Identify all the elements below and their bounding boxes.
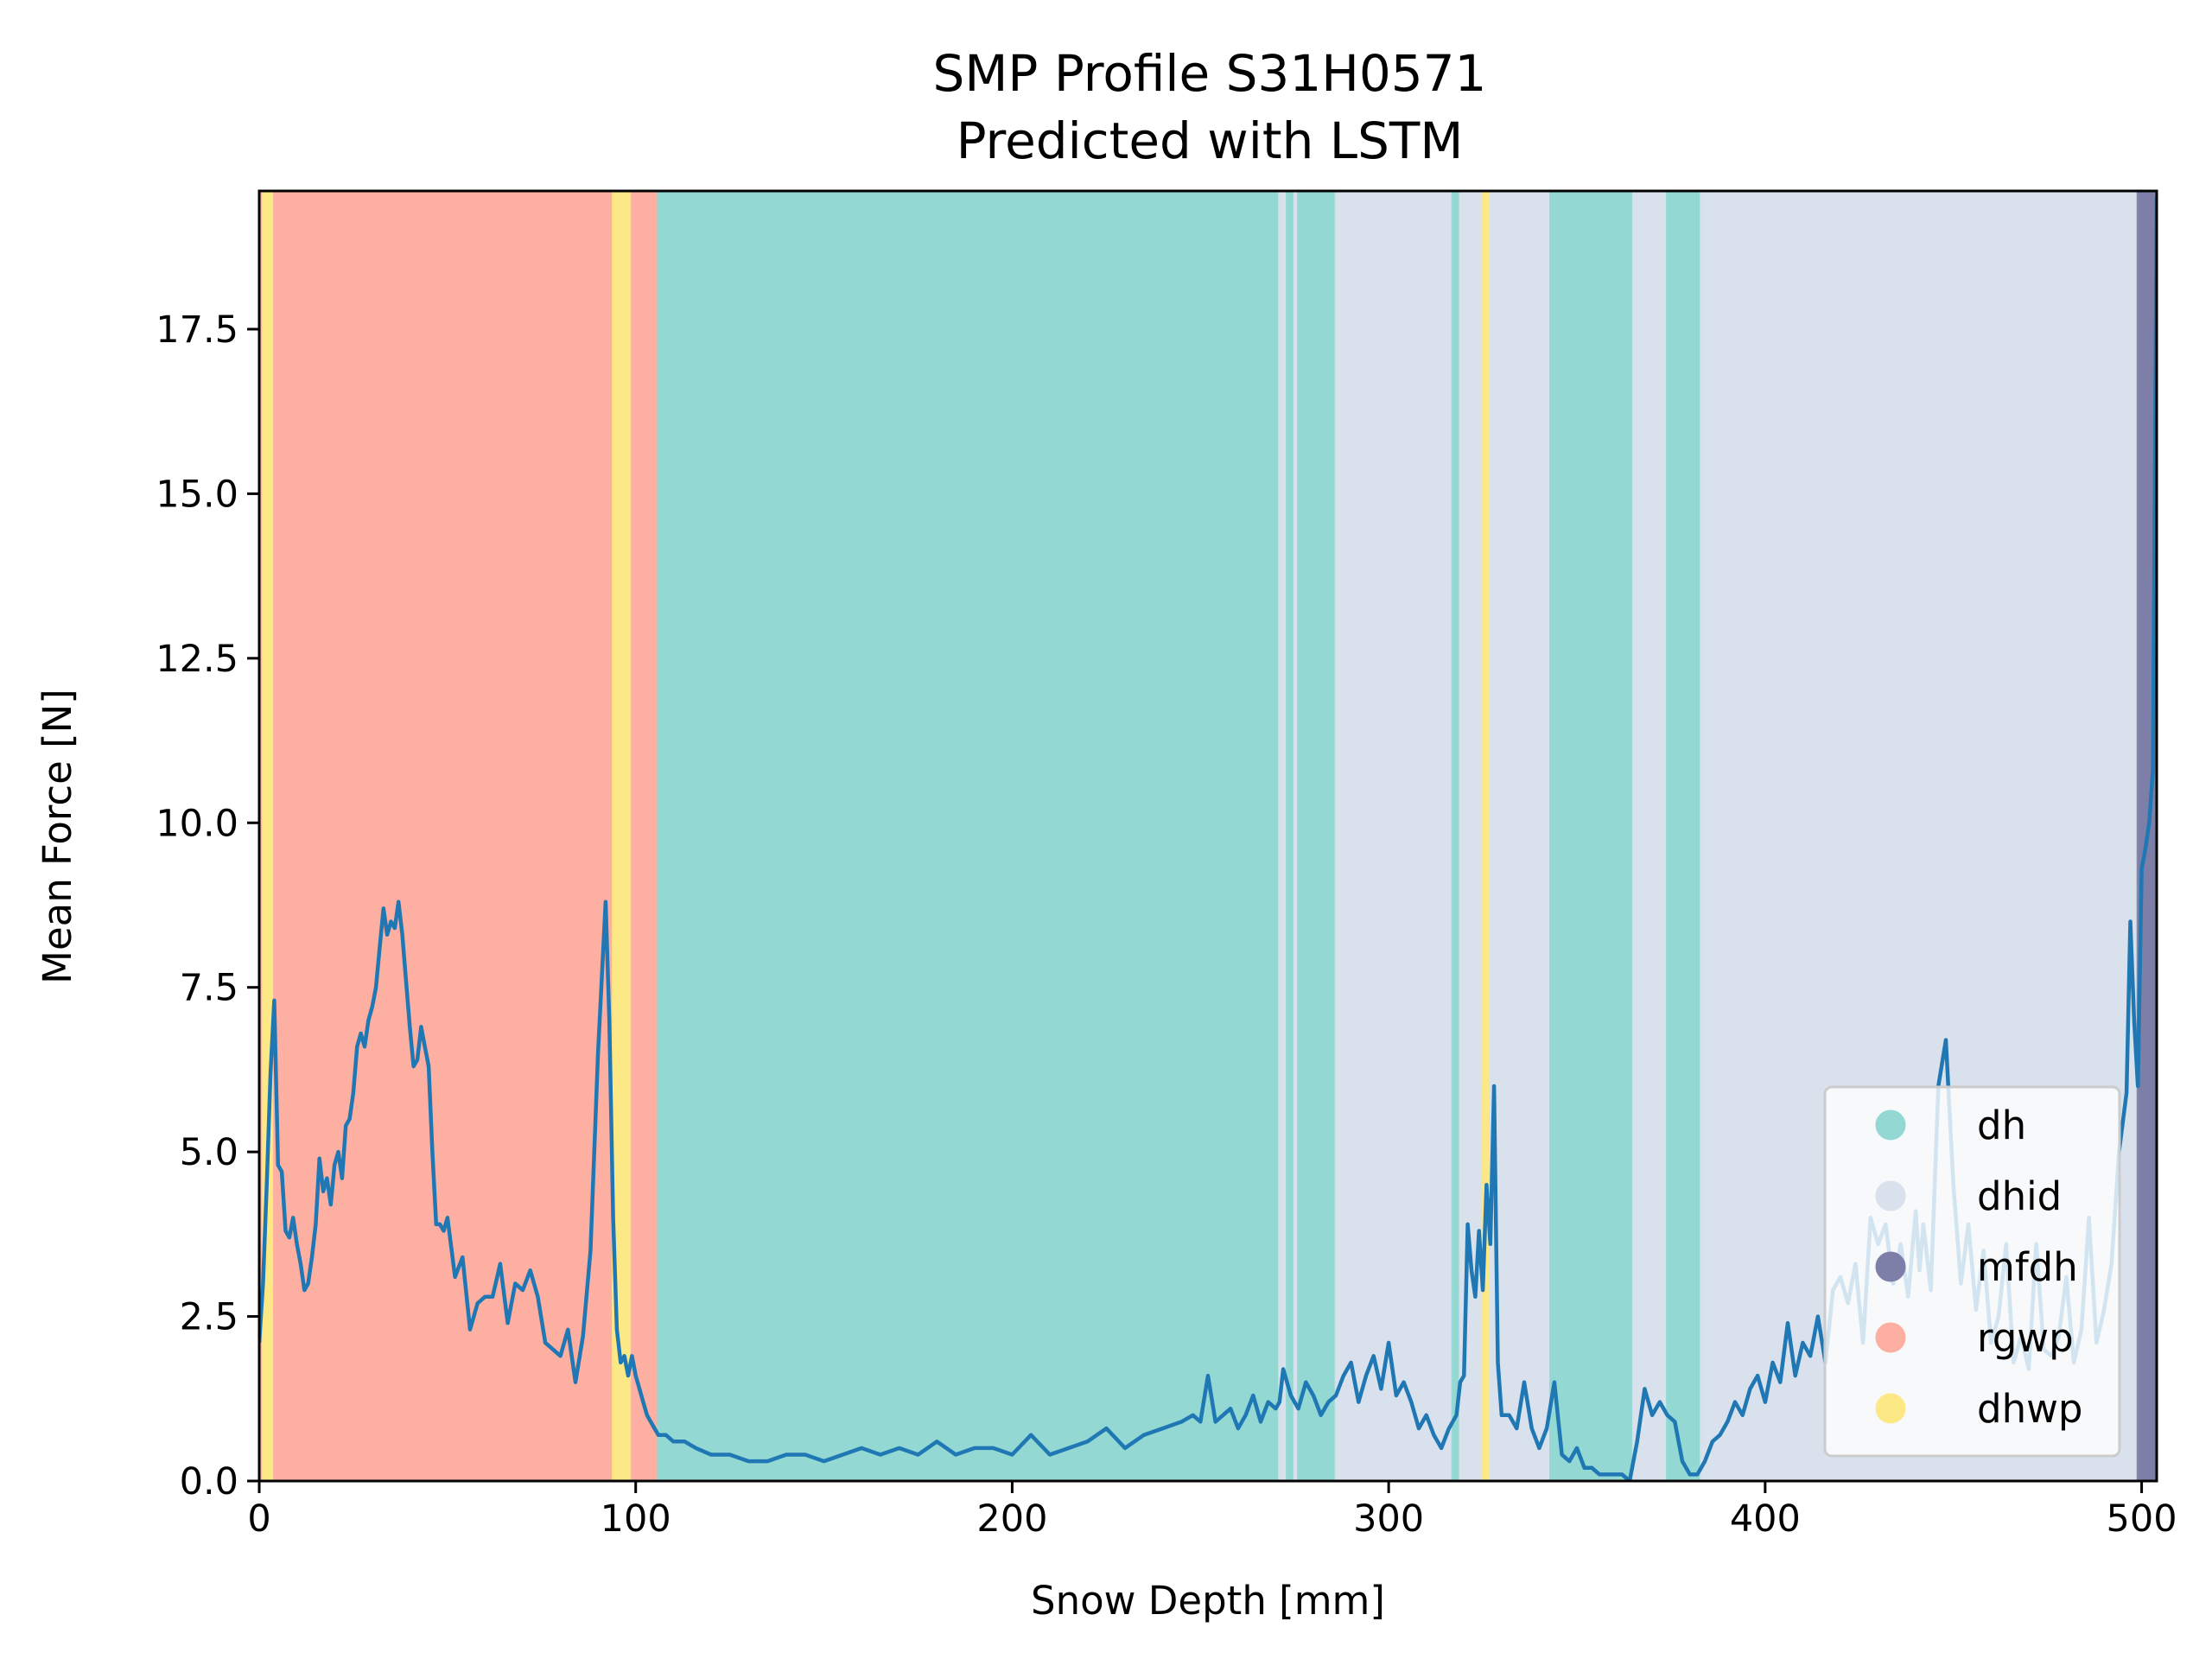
- x-axis-label: Snow Depth [mm]: [1031, 1578, 1385, 1624]
- x-tick-label: 500: [2107, 1497, 2177, 1541]
- chart-title-line-2: Predicted with LSTM: [957, 111, 1464, 170]
- y-tick-label: 7.5: [180, 967, 238, 1010]
- segment-dhid: [1633, 191, 1668, 1481]
- segment-dhid: [1294, 191, 1299, 1481]
- y-tick-label: 15.0: [156, 473, 238, 516]
- y-axis-ticks: 0.0 2.5 5.0 7.5 10.0 12.5 15.0 17.5: [156, 308, 259, 1503]
- legend-label-dh: dh: [1977, 1103, 2026, 1148]
- legend-label-mfdh: mfdh: [1977, 1244, 2078, 1290]
- x-tick-label: 200: [976, 1497, 1047, 1541]
- segment-dh: [1550, 191, 1634, 1481]
- segment-dh: [1287, 191, 1295, 1481]
- y-tick-label: 10.0: [156, 802, 238, 845]
- y-tick-label: 2.5: [180, 1296, 238, 1339]
- y-tick-label: 0.0: [180, 1460, 238, 1503]
- x-tick-label: 400: [1730, 1497, 1801, 1541]
- segment-rgwp: [632, 191, 658, 1481]
- y-tick-label: 5.0: [180, 1131, 238, 1174]
- segment-dhwp: [1483, 191, 1491, 1481]
- segment-dh: [658, 191, 1280, 1481]
- legend: dh dhid mfdh rgwp dhwp: [1823, 1085, 2121, 1458]
- legend-marker-rgwp: [1875, 1322, 1906, 1353]
- y-tick-label: 12.5: [156, 638, 238, 681]
- segment-dh: [1298, 191, 1337, 1481]
- segment-dhwp: [613, 191, 632, 1481]
- segment-dhid: [1336, 191, 1453, 1481]
- segment-rgwp: [259, 191, 264, 1481]
- y-axis-label: Mean Force [N]: [35, 689, 80, 984]
- legend-label-rgwp: rgwp: [1977, 1315, 2074, 1361]
- segment-rgwp: [274, 191, 613, 1481]
- x-tick-label: 0: [247, 1497, 270, 1541]
- legend-label-dhid: dhid: [1977, 1173, 2062, 1219]
- x-axis-ticks: 0 100 200 300 400 500: [247, 1481, 2177, 1541]
- x-tick-label: 300: [1353, 1497, 1424, 1541]
- segment-dhid: [1490, 191, 1551, 1481]
- segment-dhid: [1279, 191, 1287, 1481]
- plot-frame: [257, 189, 2158, 1483]
- segment-dh: [1452, 191, 1460, 1481]
- legend-marker-mfdh: [1875, 1251, 1906, 1282]
- legend-marker-dh: [1875, 1109, 1906, 1141]
- legend-marker-dhid: [1875, 1180, 1906, 1211]
- x-tick-label: 100: [601, 1497, 671, 1541]
- segment-dh: [1667, 191, 1701, 1481]
- legend-label-dhwp: dhwp: [1977, 1386, 2082, 1432]
- segment-dhid: [1459, 191, 1484, 1481]
- legend-marker-dhwp: [1875, 1393, 1906, 1424]
- y-tick-label: 17.5: [156, 308, 238, 352]
- chart-title-line-1: SMP Profile S31H0571: [933, 44, 1487, 103]
- legend-box: [1823, 1085, 2121, 1458]
